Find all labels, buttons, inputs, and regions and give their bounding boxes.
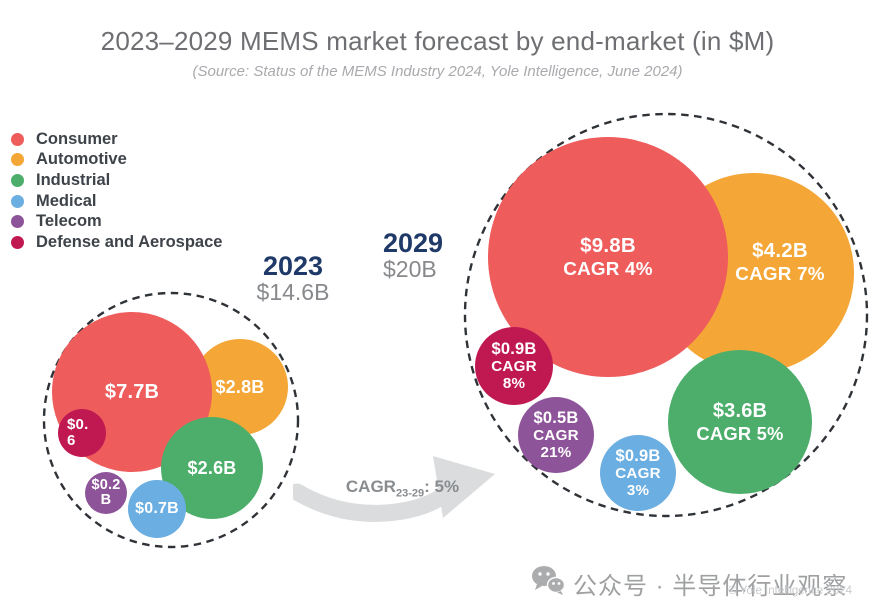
legend-label: Automotive xyxy=(36,150,127,169)
legend-item-automotive: Automotive xyxy=(11,150,222,171)
bubble-value: $7.7B xyxy=(104,380,160,403)
legend-item-defense: Defense and Aerospace xyxy=(11,232,222,253)
bubble-cagr: CAGR 4% xyxy=(563,257,653,279)
bubble-cagr: CAGR xyxy=(533,427,579,445)
legend-label: Telecom xyxy=(36,212,102,231)
legend-dot-automotive-icon xyxy=(11,153,24,167)
year-label-2029: 2029 $20B xyxy=(383,229,443,283)
legend-item-telecom: Telecom xyxy=(11,211,222,232)
bubble-value: $2.8B xyxy=(215,376,265,397)
bubble-cagr: 3% xyxy=(626,482,650,500)
year-total: $20B xyxy=(383,256,437,283)
legend-item-medical: Medical xyxy=(11,191,222,212)
bubble-value: $0. xyxy=(67,416,89,434)
bubble-2029-industrial: $3.6B CAGR 5% xyxy=(668,350,812,494)
bubble-value: $0.7B xyxy=(135,499,179,517)
bubble-value: B xyxy=(100,492,112,508)
legend-dot-consumer-icon xyxy=(11,132,24,146)
bubble-value: $9.8B xyxy=(580,234,636,258)
bubble-2023-defense: $0. 6 xyxy=(58,409,106,457)
bubble-cagr: CAGR xyxy=(615,465,661,483)
bubble-value: $0.9B xyxy=(615,446,661,465)
growth-arrow-icon xyxy=(293,456,495,522)
copyright-text: © Yole Intelligence 2024 xyxy=(728,585,852,597)
bubble-cagr: CAGR 7% xyxy=(735,262,825,284)
bubble-2023-telecom: $0.2 B xyxy=(85,472,127,514)
overall-cagr-label: CAGR23-29: 5% xyxy=(330,477,475,499)
bubble-cagr: CAGR 5% xyxy=(696,422,784,444)
legend-dot-medical-icon xyxy=(11,194,24,208)
bubble-value: $0.2 xyxy=(91,476,121,493)
legend-item-industrial: Industrial xyxy=(11,170,222,191)
bubble-cagr: CAGR xyxy=(491,358,537,376)
year-text: 2029 xyxy=(383,228,444,258)
legend-dot-industrial-icon xyxy=(11,173,24,187)
bubble-label-group: $4.2B CAGR 7% xyxy=(735,239,824,284)
bubble-value: $4.2B xyxy=(752,239,808,263)
legend-label: Defense and Aerospace xyxy=(36,232,223,251)
legend-label: Industrial xyxy=(36,170,111,189)
legend-dot-telecom-icon xyxy=(11,215,24,229)
year-text: 2023 xyxy=(262,251,324,281)
legend: Consumer Automotive Industrial Medical T… xyxy=(11,129,222,253)
bubble-value: $3.6B xyxy=(712,399,768,422)
bubble-cagr: 8% xyxy=(502,375,526,393)
bubble-value: 6 xyxy=(67,432,76,449)
cagr-suffix: : 5% xyxy=(424,477,460,496)
bubble-2023-medical: $0.7B xyxy=(128,480,186,538)
year-total: $14.6B xyxy=(256,279,330,306)
bubble-2029-medical: $0.9B CAGR 3% xyxy=(600,435,676,511)
cluster-ring-2023 xyxy=(42,291,300,549)
cagr-prefix: CAGR xyxy=(345,477,396,496)
cagr-subscript: 23-29 xyxy=(395,487,425,500)
wechat-icon xyxy=(532,566,565,595)
legend-label: Consumer xyxy=(36,129,118,148)
bubble-2029-defense: $0.9B CAGR 8% xyxy=(475,327,553,405)
cluster-ring-2029 xyxy=(463,112,869,518)
legend-item-consumer: Consumer xyxy=(11,129,222,150)
bubble-value: $2.6B xyxy=(187,457,237,478)
bubble-2029-telecom: $0.5B CAGR 21% xyxy=(518,397,594,473)
legend-label: Medical xyxy=(36,191,97,210)
chart-title: 2023–2029 MEMS market forecast by end-ma… xyxy=(100,26,775,56)
watermark-text: 公众号 · 半导体行业观察 xyxy=(573,573,848,600)
legend-dot-defense-icon xyxy=(11,235,24,249)
bubble-value: $0.5B xyxy=(533,408,579,427)
chart-subtitle: (Source: Status of the MEMS Industry 202… xyxy=(192,63,683,80)
bubble-value: $0.9B xyxy=(491,339,537,358)
year-label-2023: 2023 $14.6B xyxy=(248,252,338,306)
bubble-cagr: 21% xyxy=(540,444,572,462)
